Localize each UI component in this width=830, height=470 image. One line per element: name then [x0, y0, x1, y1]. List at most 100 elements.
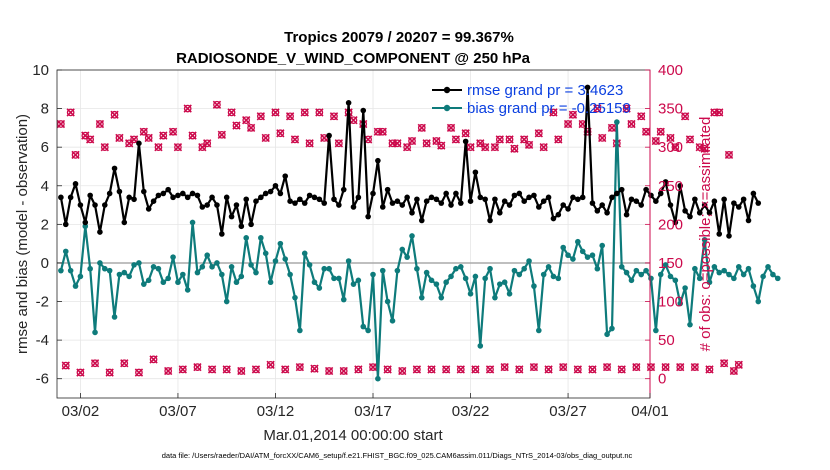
rmse-point [67, 194, 74, 201]
rmse-point [160, 190, 167, 197]
obs-possible-point [227, 108, 236, 117]
obs-x-stroke [251, 365, 261, 374]
bias-point [453, 265, 459, 272]
rmse-point [409, 209, 415, 216]
obs-possible-point [627, 120, 636, 128]
obs-assimilated-point [451, 135, 461, 144]
rmse-point [262, 190, 269, 197]
obs-possible-point [296, 363, 304, 371]
obs-assimilated-point [534, 129, 543, 138]
bias-point [223, 298, 230, 305]
obs-x-stroke [339, 366, 348, 376]
y-axis-right-label: # of obs: o=possible; ×=assimilated [697, 117, 714, 352]
obs-assimilated-point [393, 139, 402, 148]
rmse-point [223, 194, 230, 201]
bias-point [662, 262, 669, 268]
right-tick-label: 0 [658, 371, 666, 388]
bias-point [262, 250, 269, 257]
bias-point [765, 264, 771, 270]
obs-possible-point [398, 367, 407, 375]
obs-assimilated-point [276, 129, 285, 138]
obs-possible-point [276, 129, 285, 138]
bias-point [409, 233, 415, 239]
obs-x-stroke [656, 127, 665, 136]
rmse-point [536, 204, 542, 210]
obs-assimilated-point [515, 365, 524, 374]
obs-possible-point [456, 365, 465, 374]
obs-x-stroke [641, 127, 651, 136]
bias-point [540, 271, 547, 278]
bias-point [243, 235, 250, 241]
obs-x-stroke [500, 362, 509, 372]
obs-possible-point [544, 365, 553, 374]
obs-possible-point [500, 363, 509, 371]
bias-point [667, 273, 674, 280]
obs-x-stroke [495, 135, 504, 144]
obs-possible-point [408, 137, 416, 145]
bias-point [258, 235, 264, 241]
x-axis: 03/02 03/07 03/12 03/17 03/22 03/27 04/01 [62, 393, 669, 420]
obs-x-stroke [305, 139, 314, 148]
bias-point [696, 275, 703, 282]
rmse-point [272, 182, 279, 189]
obs-assimilated-point [261, 133, 270, 143]
obs-x-stroke [310, 364, 319, 373]
obs-x-stroke [149, 355, 158, 364]
rmse-point [399, 202, 406, 208]
rmse-point [165, 186, 171, 193]
bias-point [414, 265, 420, 272]
obs-possible-point [593, 104, 602, 113]
obs-assimilated-point [402, 143, 412, 152]
rmse-point [292, 200, 298, 206]
obs-x-stroke [441, 365, 451, 374]
rmse-point [345, 100, 352, 106]
bias-point [501, 279, 508, 286]
rmse-point [258, 194, 264, 201]
obs-assimilated-point [573, 365, 582, 374]
obs-possible-point [471, 365, 480, 374]
rmse-point [340, 186, 347, 193]
bias-point [72, 283, 79, 289]
obs-x-stroke [290, 135, 300, 144]
left-tick-label: 6 [41, 139, 49, 156]
obs-possible-point [530, 363, 538, 371]
bias-point [384, 298, 391, 305]
obs-x-stroke [680, 112, 690, 121]
obs-assimilated-point [422, 139, 431, 148]
obs-possible-point [403, 143, 411, 152]
obs-x-stroke [422, 139, 431, 148]
obs-x-stroke [56, 119, 66, 129]
obs-possible-point [642, 127, 650, 136]
rmse-point [711, 198, 718, 204]
bias-point [336, 275, 342, 282]
obs-possible-point [266, 360, 275, 369]
obs-assimilated-point [559, 362, 568, 372]
obs-x-stroke [203, 139, 212, 148]
obs-assimilated-point [666, 133, 675, 143]
obs-assimilated-point [617, 365, 626, 374]
rmse-point [365, 213, 371, 220]
rmse-point [701, 202, 708, 208]
obs-possible-point [91, 359, 99, 368]
rmse-point [521, 198, 527, 204]
bias-point [214, 260, 220, 266]
obs-x-stroke [471, 365, 480, 374]
bias-point [462, 275, 469, 282]
rmse-point [496, 209, 503, 216]
obs-possible-point [481, 143, 490, 152]
obs-assimilated-point [266, 360, 275, 369]
obs-possible-point [564, 120, 572, 128]
rmse-point [404, 194, 410, 201]
obs-possible-point [61, 361, 70, 370]
obs-assimilated-point [159, 131, 168, 140]
obs-assimilated-point [290, 135, 300, 144]
obs-x-stroke [505, 135, 514, 144]
obs-assimilated-point [607, 123, 617, 133]
bias-point [170, 254, 176, 260]
rmse-point [648, 192, 654, 199]
obs-possible-point [422, 139, 431, 148]
rmse-point [204, 202, 211, 208]
rmse-point [609, 194, 615, 201]
bias-point [701, 236, 708, 243]
rmse-point [121, 219, 128, 226]
